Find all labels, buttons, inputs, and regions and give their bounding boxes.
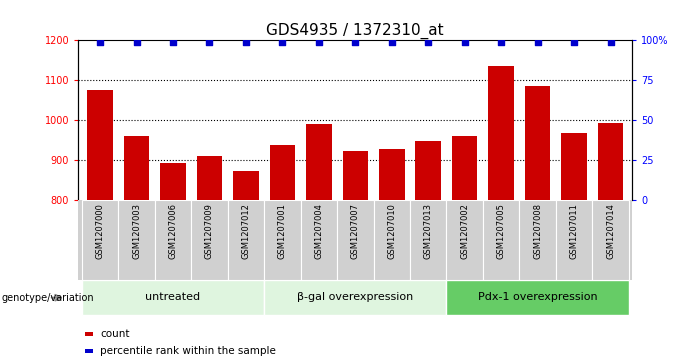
Text: GSM1207013: GSM1207013 xyxy=(424,203,432,259)
Point xyxy=(277,40,288,45)
Bar xyxy=(337,200,373,280)
Text: GSM1207001: GSM1207001 xyxy=(278,203,287,259)
Bar xyxy=(301,200,337,280)
Bar xyxy=(415,141,441,200)
Bar xyxy=(598,123,624,200)
Text: GSM1207002: GSM1207002 xyxy=(460,203,469,259)
Bar xyxy=(82,280,264,315)
Point xyxy=(423,40,434,45)
Bar xyxy=(269,145,295,200)
Bar xyxy=(410,200,447,280)
Point xyxy=(496,40,507,45)
Text: β-gal overexpression: β-gal overexpression xyxy=(297,292,413,302)
Bar xyxy=(155,200,191,280)
Bar xyxy=(306,124,332,200)
Text: GSM1207005: GSM1207005 xyxy=(496,203,506,259)
Bar xyxy=(447,280,629,315)
Text: GSM1207012: GSM1207012 xyxy=(241,203,250,259)
Bar xyxy=(592,200,629,280)
Text: untreated: untreated xyxy=(146,292,201,302)
Bar xyxy=(520,200,556,280)
Bar xyxy=(373,200,410,280)
Bar xyxy=(483,200,520,280)
Point xyxy=(241,40,252,45)
Bar xyxy=(264,280,447,315)
Point xyxy=(204,40,215,45)
Bar xyxy=(343,151,368,200)
Text: Pdx-1 overexpression: Pdx-1 overexpression xyxy=(478,292,598,302)
Point xyxy=(386,40,397,45)
Text: percentile rank within the sample: percentile rank within the sample xyxy=(100,346,276,356)
Point xyxy=(95,40,105,45)
Bar xyxy=(160,163,186,200)
Text: GSM1207003: GSM1207003 xyxy=(132,203,141,259)
Point xyxy=(605,40,616,45)
Text: GSM1207009: GSM1207009 xyxy=(205,203,214,259)
Bar xyxy=(264,200,301,280)
Text: GSM1207010: GSM1207010 xyxy=(388,203,396,259)
Bar xyxy=(87,90,113,200)
Bar xyxy=(525,86,550,200)
Point xyxy=(313,40,324,45)
Bar xyxy=(124,136,150,200)
Bar xyxy=(82,200,118,280)
Point xyxy=(167,40,178,45)
Point xyxy=(532,40,543,45)
Point xyxy=(350,40,360,45)
Text: genotype/variation: genotype/variation xyxy=(1,293,94,303)
Text: GSM1207000: GSM1207000 xyxy=(96,203,105,259)
Text: GSM1207006: GSM1207006 xyxy=(169,203,177,259)
Bar xyxy=(118,200,155,280)
Bar xyxy=(447,200,483,280)
Point xyxy=(131,40,142,45)
Text: GSM1207007: GSM1207007 xyxy=(351,203,360,259)
Text: GSM1207004: GSM1207004 xyxy=(314,203,323,259)
Bar xyxy=(228,200,264,280)
Point xyxy=(568,40,579,45)
Text: count: count xyxy=(100,329,129,339)
Text: GSM1207011: GSM1207011 xyxy=(570,203,579,259)
Bar xyxy=(561,132,587,200)
Bar xyxy=(78,200,632,280)
Bar xyxy=(488,66,514,200)
Title: GDS4935 / 1372310_at: GDS4935 / 1372310_at xyxy=(267,23,444,38)
Bar xyxy=(379,149,405,200)
Bar xyxy=(197,156,222,200)
Text: GSM1207014: GSM1207014 xyxy=(606,203,615,259)
Bar xyxy=(452,136,477,200)
Text: GSM1207008: GSM1207008 xyxy=(533,203,542,259)
Bar xyxy=(191,200,228,280)
Point xyxy=(459,40,470,45)
Bar xyxy=(233,171,258,200)
Bar xyxy=(556,200,592,280)
